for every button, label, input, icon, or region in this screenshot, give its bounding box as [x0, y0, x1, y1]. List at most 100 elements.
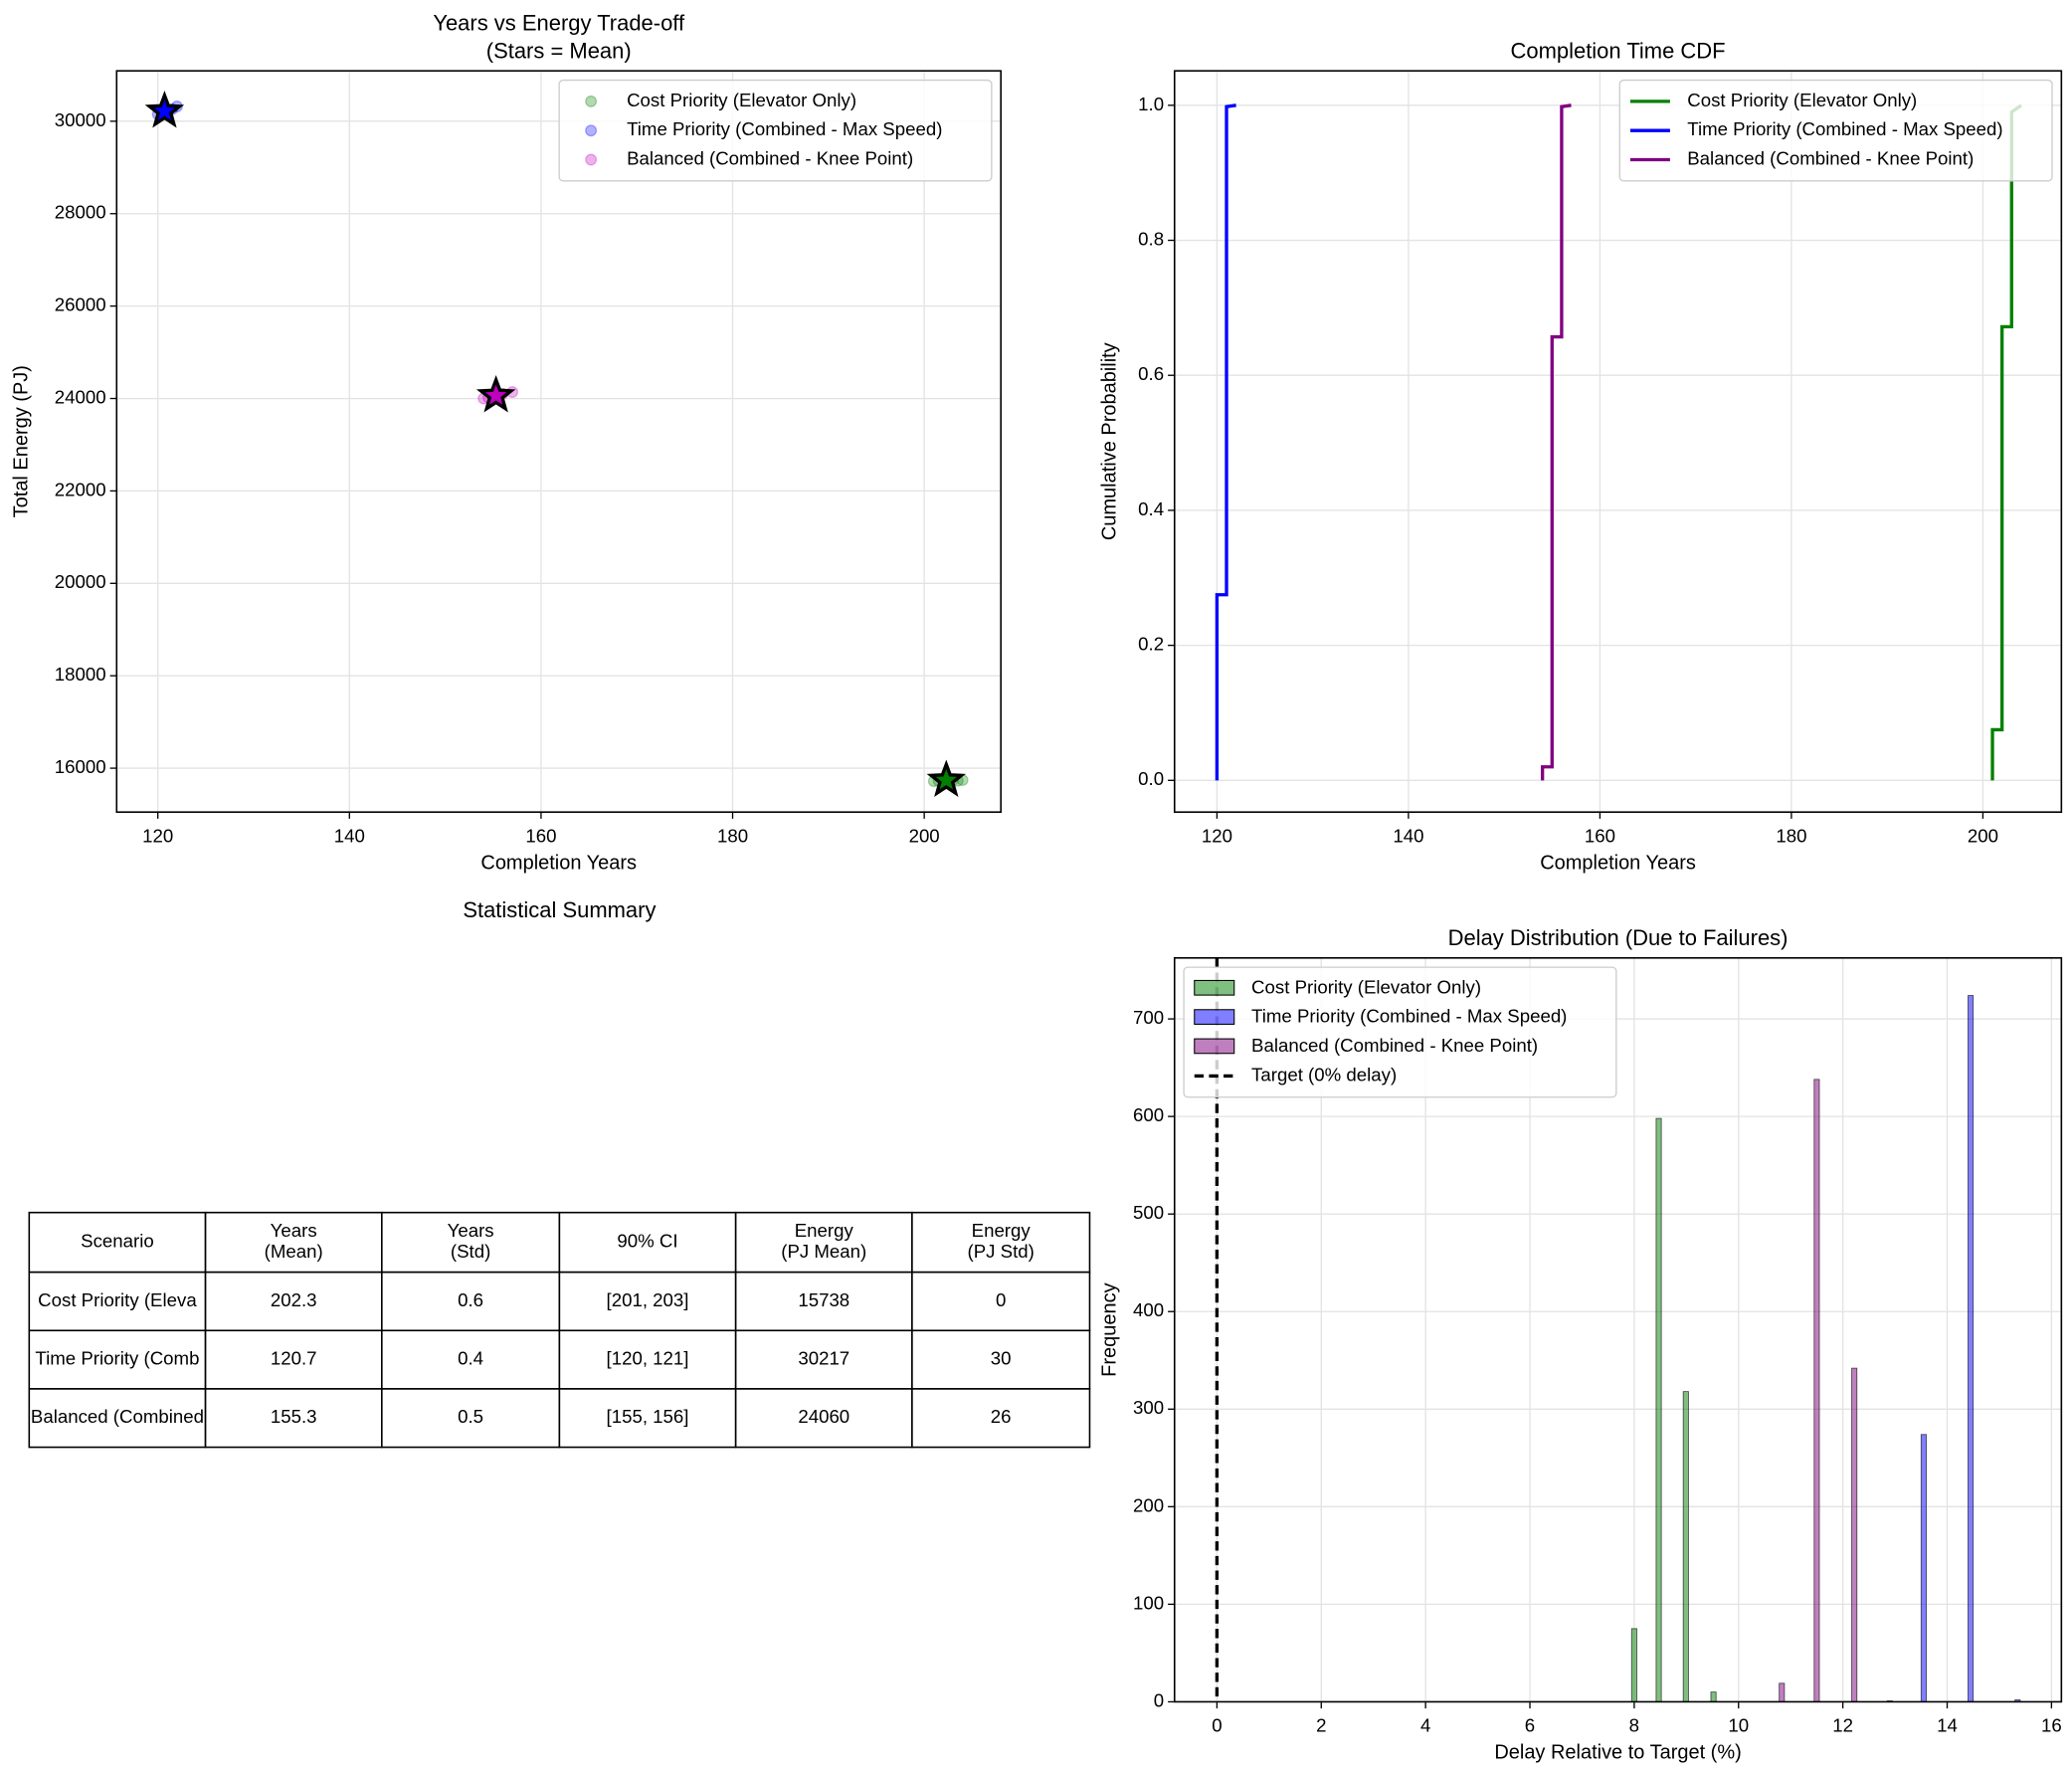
x-tick-label: 120: [1202, 825, 1232, 846]
y-tick-label: 30000: [55, 109, 106, 130]
histogram-bar: [1968, 995, 1975, 1702]
table-cell: [381, 1388, 561, 1449]
cdf-line: [1990, 103, 2022, 781]
y-tick-label: 400: [1133, 1299, 1164, 1320]
table-header: (Mean): [265, 1241, 323, 1262]
histogram-bar: [1630, 1628, 1637, 1702]
table-cell-text: 24060: [798, 1406, 849, 1427]
table-cell: [734, 1211, 913, 1274]
table-cell: [28, 1388, 207, 1449]
x-tick-label: 120: [142, 825, 173, 846]
x-tick-label: 140: [1393, 825, 1423, 846]
table-header: Years: [448, 1220, 494, 1241]
table-cell: [734, 1388, 913, 1449]
legend-marker: [585, 124, 598, 137]
plot-frame: [1173, 956, 2063, 1703]
y-tick-label: 28000: [55, 202, 106, 223]
y-tick-label: 700: [1133, 1007, 1164, 1028]
y-axis-label: Cumulative Probability: [1098, 342, 1120, 540]
histogram-bar: [1710, 1691, 1717, 1702]
y-tick-label: 0: [1154, 1689, 1164, 1710]
x-tick-label: 160: [1585, 825, 1615, 846]
legend-label: Time Priority (Combined - Max Speed): [1687, 118, 2002, 139]
chart-title: Delay Distribution (Due to Failures): [1448, 925, 1789, 950]
table-cell: [204, 1329, 383, 1390]
table-header: (PJ Std): [968, 1241, 1035, 1262]
y-tick-label: 22000: [55, 479, 106, 499]
histogram-bar: [1851, 1367, 1858, 1702]
legend-marker: [1194, 1009, 1235, 1025]
x-axis-label: Delay Relative to Target (%): [1494, 1742, 1741, 1764]
y-axis-label: Frequency: [1098, 1282, 1120, 1376]
legend-frame: [558, 79, 993, 182]
x-tick-label: 140: [334, 825, 365, 846]
x-axis-label: Completion Years: [1540, 852, 1696, 874]
chart-subtitle: (Stars = Mean): [486, 38, 632, 63]
x-tick-label: 14: [1937, 1715, 1958, 1736]
axes: 0 2 4 6 8 10 12 14 16 0 100 200 300 400 500 600 700: [1133, 957, 2062, 1736]
table-cell-text: 30: [991, 1348, 1012, 1369]
legend-label: Cost Priority (Elevator Only): [627, 90, 856, 110]
table-cell-text: [120, 121]: [607, 1348, 689, 1369]
y-tick-label: 0.6: [1138, 363, 1164, 384]
y-tick-label: 16000: [55, 756, 106, 777]
y-tick-label: 300: [1133, 1397, 1164, 1418]
table-cell: [911, 1388, 1091, 1449]
legend-marker: [585, 153, 598, 166]
table-cell-text: 0.5: [458, 1406, 483, 1427]
table-header: Energy: [972, 1220, 1032, 1241]
legend-label: Balanced (Combined - Knee Point): [1687, 147, 1974, 168]
legend: Cost Priority (Elevator Only) Time Priori…: [1618, 79, 2053, 182]
x-tick-label: 2: [1316, 1715, 1326, 1736]
mean-star: [475, 374, 516, 413]
legend-label: Cost Priority (Elevator Only): [1251, 976, 1481, 997]
table-cell: [28, 1329, 207, 1390]
legend-label: Target (0% delay): [1251, 1064, 1397, 1084]
y-tick-label: 26000: [55, 295, 106, 315]
table-cell-text: [155, 156]: [607, 1406, 689, 1427]
table-header: (Std): [451, 1241, 490, 1262]
table-cell: [911, 1271, 1091, 1332]
x-tick-label: 0: [1212, 1715, 1222, 1736]
table-title: Statistical Summary: [463, 897, 656, 922]
y-tick-label: 1.0: [1138, 94, 1164, 114]
x-tick-label: 10: [1728, 1715, 1749, 1736]
legend-label: Balanced (Combined - Knee Point): [627, 147, 913, 168]
x-tick-label: 4: [1420, 1715, 1430, 1736]
table-cell-text: [201, 203]: [607, 1289, 689, 1310]
table-header: 90% CI: [617, 1231, 677, 1252]
table-cell-text: 15738: [798, 1289, 849, 1310]
table-cell-text: 202.3: [271, 1289, 317, 1310]
table-cell-text: Cost Priority (Eleva: [38, 1289, 197, 1310]
y-tick-label: 600: [1133, 1104, 1164, 1125]
legend: Cost Priority (Elevator Only) Time Priori…: [1183, 966, 1617, 1098]
table-header: Energy: [795, 1220, 854, 1241]
table-header: Years: [271, 1220, 317, 1241]
x-tick-label: 16: [2041, 1715, 2062, 1736]
x-tick-label: 200: [1968, 825, 1998, 846]
legend-label: Time Priority (Combined - Max Speed): [1251, 1006, 1567, 1027]
y-axis-label: Total Energy (PJ): [10, 365, 32, 517]
mean-star: [926, 759, 967, 798]
y-tick-label: 0.0: [1138, 768, 1164, 789]
table-cell: [204, 1271, 383, 1332]
legend-label: Time Priority (Combined - Max Speed): [627, 118, 942, 139]
mean-star: [144, 91, 185, 128]
histogram-bar: [1779, 1682, 1786, 1702]
y-tick-label: 100: [1133, 1592, 1164, 1613]
legend: Cost Priority (Elevator Only) Time Priori…: [558, 79, 993, 182]
y-tick-label: 0.2: [1138, 634, 1164, 655]
histogram-bar: [1655, 1117, 1662, 1702]
table-cell: [558, 1211, 737, 1274]
table-cell: [381, 1211, 561, 1274]
x-tick-label: 8: [1629, 1715, 1639, 1736]
y-tick-label: 18000: [55, 664, 106, 685]
table-cell-text: Time Priority (Comb: [35, 1348, 199, 1369]
table-cell-text: 0.4: [458, 1348, 483, 1369]
table-cell-text: 0: [996, 1289, 1006, 1310]
table-cell: [734, 1329, 913, 1390]
axes: 120 140 160 180 200 0.0 0.2 0.4 0.6 0.8 1.0: [1138, 71, 2062, 846]
chart-title: Years vs Energy Trade-off: [433, 10, 685, 35]
